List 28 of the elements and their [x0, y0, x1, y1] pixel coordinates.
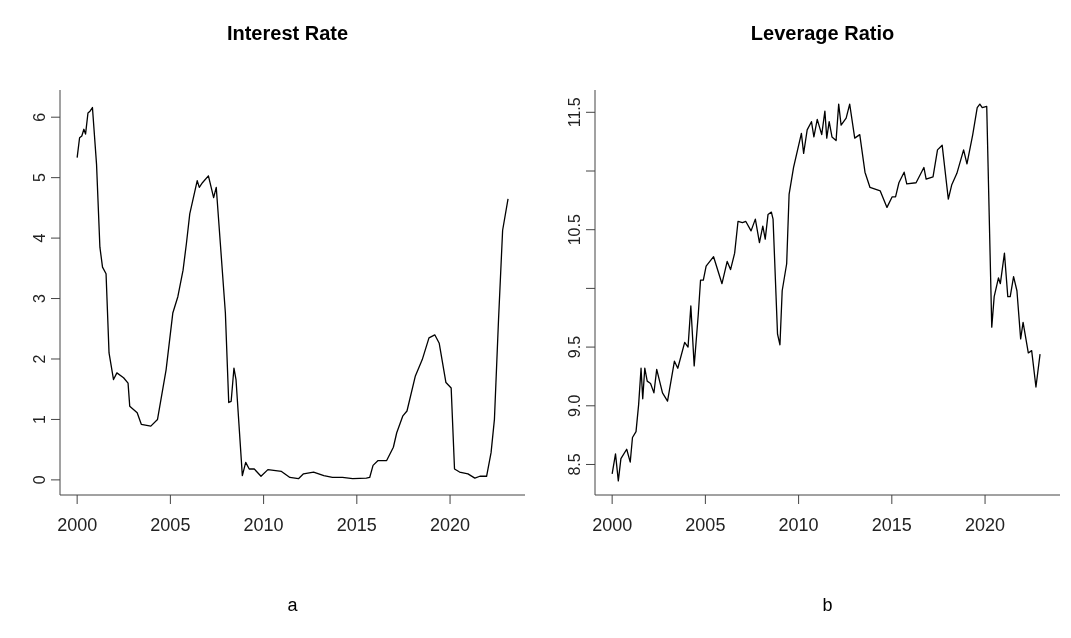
y-tick-label: 1 — [31, 414, 48, 424]
y-tick-label: 6 — [31, 112, 48, 122]
y-tick-label: 9.0 — [566, 394, 583, 417]
x-tick-label: 2005 — [685, 514, 726, 535]
y-tick-label: 0 — [31, 475, 48, 485]
y-tick-label: 9.5 — [566, 335, 583, 359]
text: b — [822, 595, 833, 615]
chart-title: Interest Rate — [226, 22, 349, 44]
y-tick-label: 8.5 — [566, 453, 583, 476]
chart-title: Leverage Ratio — [750, 22, 895, 44]
x-tick-label: 2015 — [871, 514, 912, 535]
y-tick-label: 4 — [31, 233, 48, 243]
x-tick-label: 2005 — [150, 514, 191, 535]
y-tick-label: 11.5 — [566, 97, 583, 128]
y-tick-label: 3 — [31, 294, 48, 303]
x-tick-label: 2000 — [57, 514, 98, 535]
x-tick-label: 2010 — [243, 514, 284, 535]
x-tick-label: 2010 — [778, 514, 819, 535]
text: a — [287, 595, 298, 615]
x-tick-label: 2020 — [430, 514, 471, 535]
x-tick-label: 2000 — [592, 514, 633, 535]
line-series — [76, 106, 509, 480]
y-tick-label: 10.5 — [566, 214, 583, 246]
line-series — [611, 103, 1041, 482]
x-tick-label: 2020 — [965, 514, 1006, 535]
y-tick-label: 5 — [31, 173, 48, 183]
x-tick-label: 2015 — [336, 514, 377, 535]
y-tick-label: 2 — [31, 354, 48, 364]
